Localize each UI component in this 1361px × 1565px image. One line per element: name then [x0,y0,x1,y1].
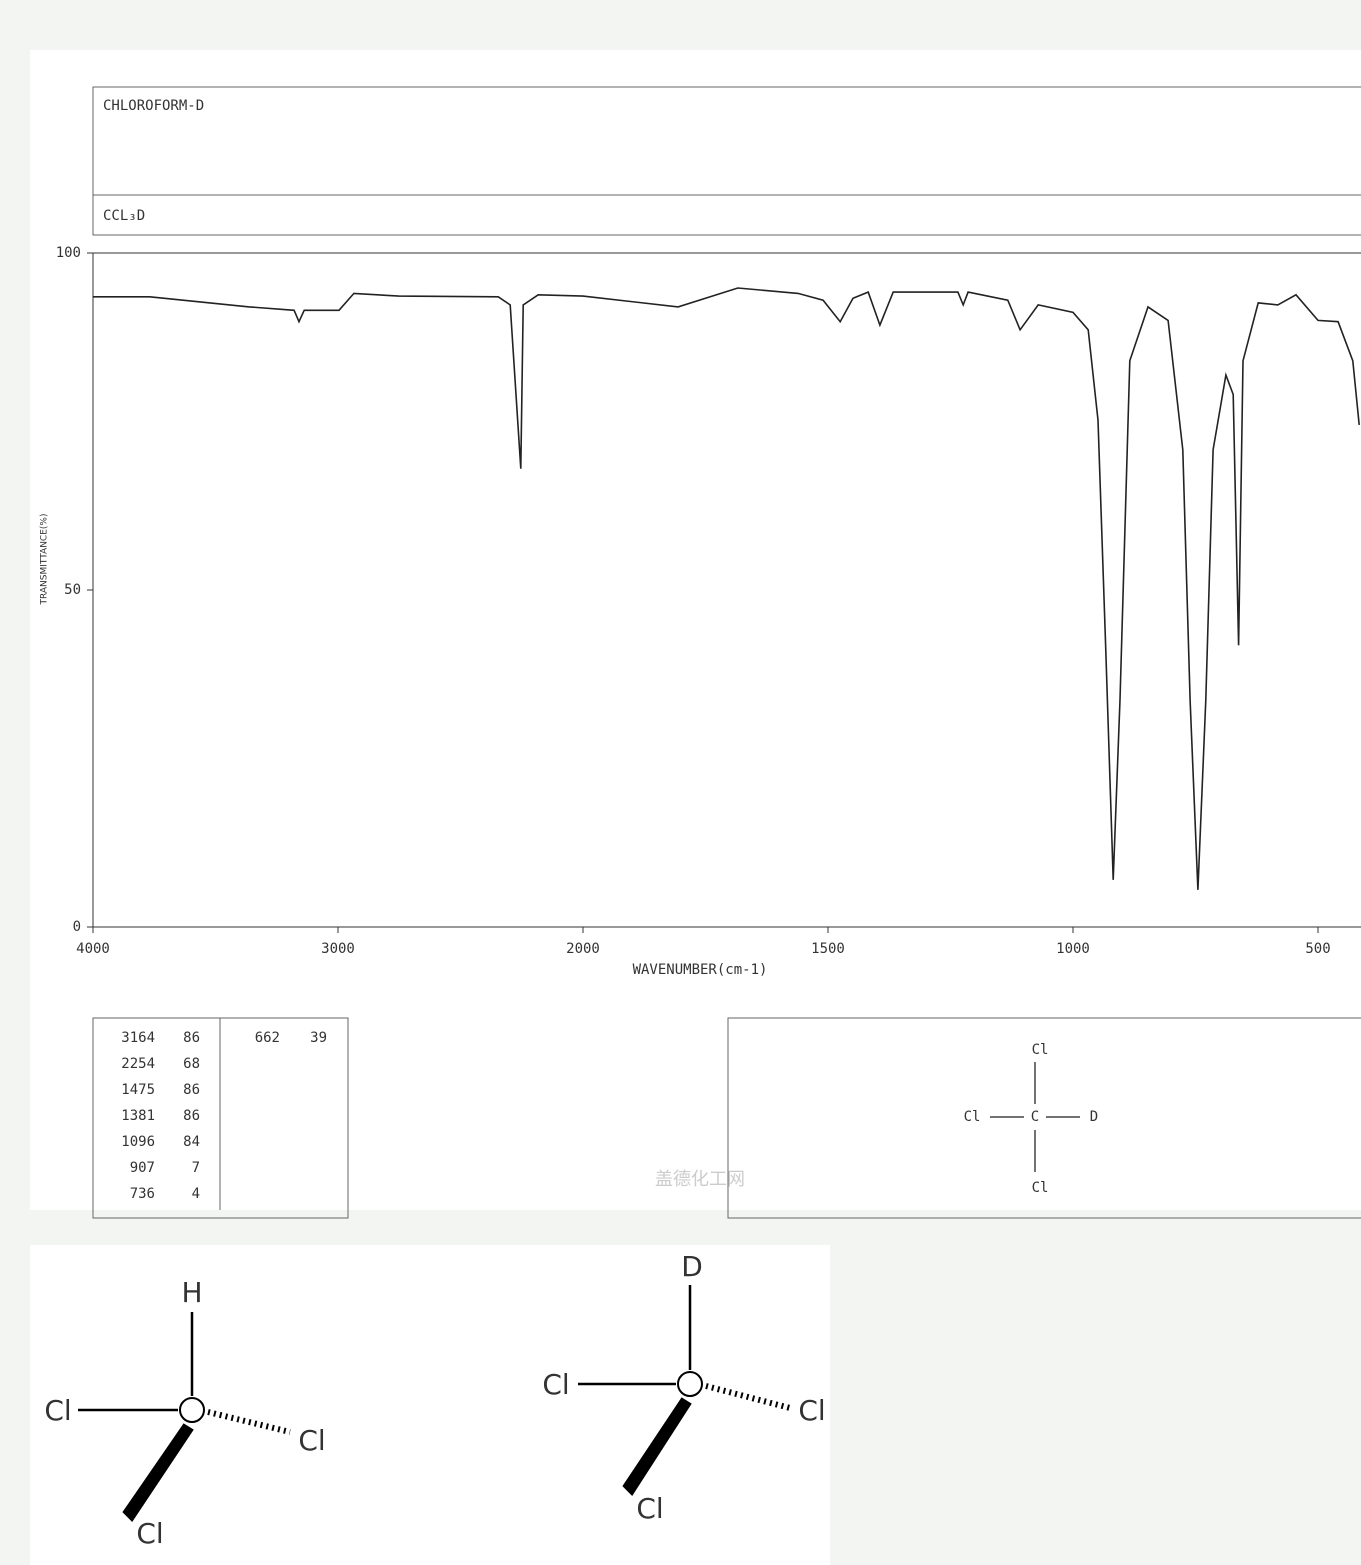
peak-table-cell: 2254 [121,1056,155,1072]
spectrum-line [93,287,1360,890]
y-tick-label: 100 [56,245,81,261]
x-axis-label: WAVENUMBER(cm-1) [633,962,768,978]
peak-table-cell: 4 [192,1186,200,1202]
atom-label: Cl [136,1517,163,1550]
peak-table-cell: 1475 [121,1082,155,1098]
compound-name: CHLOROFORM-D [103,98,204,114]
peak-table-cell: 907 [130,1160,155,1176]
peak-table-cell: 1381 [121,1108,155,1124]
formula: CCL₃D [103,208,145,224]
atom-label: Cl [636,1492,663,1525]
x-tick-label: 1000 [1056,941,1090,957]
x-tick-label: 1500 [811,941,845,957]
atom-label: Cl [964,1109,981,1125]
peak-table-cell: 662 [255,1030,280,1046]
atom-label: Cl [1032,1042,1049,1058]
peak-table-cell: 7 [192,1160,200,1176]
atom-label: C [1031,1109,1039,1125]
atom-label: Cl [542,1368,569,1401]
peak-table-cell: 68 [183,1056,200,1072]
cdcl3-bonds [578,1285,791,1496]
y-axis-label: TRANSMITTANCE(%) [40,514,50,606]
chcl3-bonds [78,1312,291,1522]
peak-table-cell: 86 [183,1082,200,1098]
peak-table-cell: 3164 [121,1030,155,1046]
peak-table-cell: 1096 [121,1134,155,1150]
atom-label: H [181,1276,202,1309]
atom-label: D [681,1250,703,1283]
chcl3-carbon [179,1397,205,1423]
structures-panel [30,1245,830,1565]
watermark: 盖德化工网 [655,1169,745,1190]
atom-label: Cl [44,1394,71,1427]
header-box [92,86,1361,236]
y-tick-label: 50 [64,582,81,598]
structure-box [727,1017,1361,1219]
x-tick-label: 500 [1305,941,1330,957]
atom-label: Cl [798,1394,825,1427]
y-tick-label: 0 [73,919,81,935]
cdcl3-carbon [677,1371,703,1397]
atom-label: Cl [1032,1180,1049,1196]
peak-table-cell: 39 [310,1030,327,1046]
x-tick-label: 4000 [76,941,110,957]
x-tick-label: 2000 [566,941,600,957]
peak-table-cell: 84 [183,1134,200,1150]
peak-table-cell: 86 [183,1108,200,1124]
peak-table-cell: 86 [183,1030,200,1046]
x-tick-label: 3000 [321,941,355,957]
atom-label: D [1090,1109,1098,1125]
peak-table-cell: 736 [130,1186,155,1202]
spectrum-panel [30,50,1361,1210]
atom-label: Cl [298,1424,325,1457]
structure-bonds [990,1062,1080,1172]
